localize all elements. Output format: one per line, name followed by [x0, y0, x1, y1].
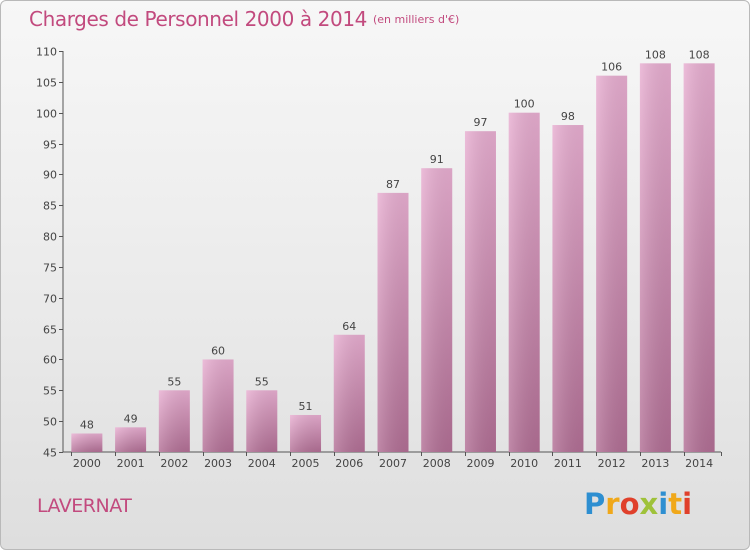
bars	[71, 63, 715, 453]
x-tick-label: 2001	[117, 457, 145, 470]
x-tick-label: 2006	[335, 457, 363, 470]
y-tick-label: 80	[43, 231, 57, 244]
data-label: 49	[124, 412, 138, 425]
y-tick-label: 60	[43, 354, 57, 367]
y-tick-label: 65	[43, 324, 57, 337]
x-tick-label: 2013	[641, 457, 669, 470]
x-tick-label: 2009	[466, 457, 494, 470]
bar-shade	[596, 75, 628, 452]
data-label: 64	[342, 320, 356, 333]
data-label: 97	[473, 116, 487, 129]
logo-letter: i	[658, 487, 669, 521]
logo-letter: i	[682, 487, 693, 521]
bar-shade	[246, 390, 278, 452]
y-tick-label: 100	[36, 108, 57, 121]
x-tick-label: 2004	[248, 457, 276, 470]
x-tick-label: 2010	[510, 457, 538, 470]
bar-shade	[158, 390, 190, 452]
y-tick-label: 85	[43, 200, 57, 213]
data-label: 55	[167, 375, 181, 388]
x-tick-label: 2005	[292, 457, 320, 470]
y-tick-label: 45	[43, 447, 57, 460]
bar-shade	[290, 414, 322, 452]
y-tick-label: 50	[43, 416, 57, 429]
y-tick-label: 105	[36, 77, 57, 90]
bar-shade	[202, 359, 234, 452]
y-tick-label: 90	[43, 169, 57, 182]
x-tick-label: 2003	[204, 457, 232, 470]
bar-shade	[552, 125, 584, 453]
data-label: 98	[561, 110, 575, 123]
axes: 45 50 55 60 65 70 75 80 85 90 95 100 105 110	[36, 46, 722, 460]
data-label: 60	[211, 344, 225, 357]
logo-letter: o	[619, 487, 640, 521]
x-tick-label: 2008	[423, 457, 451, 470]
logo-letter: r	[605, 487, 620, 521]
bar-shade	[508, 112, 540, 452]
data-label: 91	[430, 153, 444, 166]
chart-unit: (en milliers d'€)	[373, 13, 460, 26]
data-label: 55	[255, 375, 269, 388]
data-label: 51	[299, 400, 313, 413]
logo-letter: t	[668, 487, 683, 521]
labels: 48 2000 49 2001 55 2002 60 2003 55 2004 51 2005 64 20…	[73, 48, 713, 470]
y-tick-label: 70	[43, 293, 57, 306]
chart-title: Charges de Personnel 2000 à 2014	[29, 7, 367, 31]
data-label: 87	[386, 178, 400, 191]
bar-shade	[421, 168, 453, 452]
x-tick-label: 2002	[160, 457, 188, 470]
commune-name: LAVERNAT	[37, 495, 132, 517]
data-label: 108	[689, 48, 710, 61]
data-label: 108	[645, 48, 666, 61]
y-tick-label: 95	[43, 139, 57, 152]
logo-letter: P	[584, 487, 606, 521]
bar-shade	[115, 427, 147, 452]
x-tick-label: 2000	[73, 457, 101, 470]
x-tick-label: 2014	[685, 457, 713, 470]
y-tick-label: 55	[43, 385, 57, 398]
data-label: 48	[80, 418, 94, 431]
data-label: 100	[514, 98, 535, 111]
y-tick-label: 75	[43, 262, 57, 275]
bar-shade	[333, 334, 365, 452]
x-tick-label: 2012	[598, 457, 626, 470]
bar-shade	[377, 192, 409, 452]
y-tick-label: 110	[36, 46, 57, 59]
data-label: 106	[601, 61, 622, 74]
x-tick-label: 2007	[379, 457, 407, 470]
bar-shade	[464, 131, 496, 452]
bar-shade	[639, 63, 671, 452]
bar-shade	[71, 433, 103, 452]
logo-letter: x	[639, 487, 659, 521]
x-tick-label: 2011	[554, 457, 582, 470]
proxiti-logo[interactable]: Proxiti	[584, 487, 692, 521]
bar-shade	[683, 63, 715, 452]
